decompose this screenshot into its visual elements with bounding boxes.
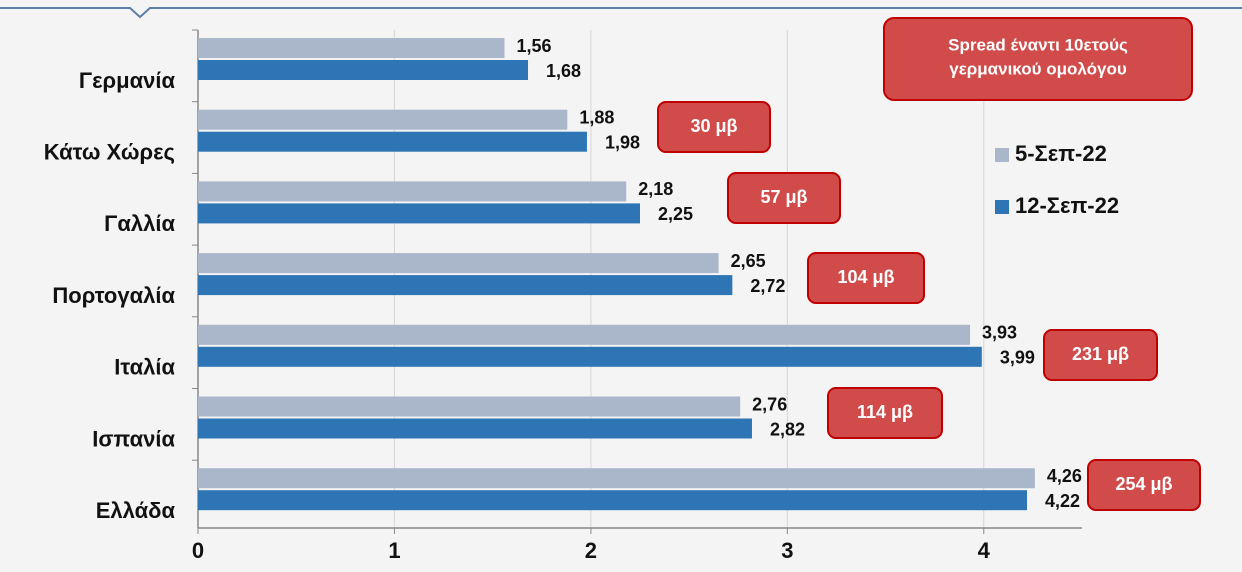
bar: [198, 109, 568, 130]
bar: [198, 396, 741, 417]
annotation-text: 114 μβ: [857, 402, 913, 422]
category-label: Κάτω Χώρες: [44, 140, 175, 165]
value-label: 2,72: [750, 276, 785, 296]
top-rule: [0, 7, 1242, 19]
annotation-box: [727, 172, 841, 224]
category-label: Ιταλία: [114, 355, 175, 380]
annotation-text: 104 μβ: [837, 267, 894, 287]
x-tick-label: 1: [388, 538, 400, 563]
bar: [198, 324, 971, 345]
legend-swatch: [995, 148, 1009, 162]
bar: [198, 418, 752, 439]
annotation-text: 231 μβ: [1072, 344, 1129, 364]
category-label: Πορτογαλία: [52, 283, 175, 308]
value-label: 4,22: [1045, 491, 1080, 511]
bar: [198, 346, 982, 367]
bar: [198, 60, 529, 80]
legend-swatch: [995, 200, 1009, 214]
bar: [198, 38, 505, 58]
bar: [198, 468, 1035, 489]
value-label: 3,93: [982, 323, 1017, 343]
x-tick-label: 2: [585, 538, 597, 563]
annotation-box: [657, 101, 771, 153]
bar: [198, 203, 640, 224]
value-label: 2,76: [752, 394, 787, 414]
annotation-text: 254 μβ: [1115, 474, 1172, 494]
annotation-box: [1043, 329, 1158, 381]
annotation-box: [1087, 459, 1201, 511]
category-label: Γαλλία: [104, 211, 175, 236]
bar: [198, 490, 1027, 511]
annotation-text: 57 μβ: [760, 187, 807, 207]
legend-label: 5-Σεπ-22: [1015, 141, 1107, 166]
x-tick-label: 4: [978, 538, 991, 563]
value-label: 1,88: [579, 107, 614, 127]
x-tick-label: 0: [192, 538, 204, 563]
value-label: 2,65: [731, 251, 766, 271]
category-label: Ισπανία: [92, 426, 175, 451]
value-label: 3,99: [1000, 348, 1035, 368]
value-label: 2,82: [770, 419, 805, 439]
x-tick-label: 3: [781, 538, 793, 563]
note-text: Spread έναντι 10ετούς: [948, 35, 1128, 54]
annotation-text: 30 μβ: [690, 116, 737, 136]
legend-label: 12-Σεπ-22: [1015, 193, 1119, 218]
value-label: 4,26: [1047, 466, 1082, 486]
value-label: 1,98: [605, 132, 640, 152]
value-label: 1,56: [516, 36, 551, 56]
value-label: 2,25: [658, 204, 693, 224]
category-label: Γερμανία: [79, 68, 176, 93]
value-label: 2,18: [638, 179, 673, 199]
bar: [198, 253, 719, 274]
annotation-box: [827, 387, 943, 439]
value-label: 1,68: [546, 61, 581, 81]
bar: [198, 275, 733, 296]
note-box: [883, 17, 1193, 101]
category-label: Ελλάδα: [96, 498, 176, 523]
bar: [198, 181, 627, 202]
bar: [198, 131, 587, 152]
note-text: γερμανικού ομολόγου: [949, 59, 1127, 78]
annotation-box: [807, 252, 925, 304]
